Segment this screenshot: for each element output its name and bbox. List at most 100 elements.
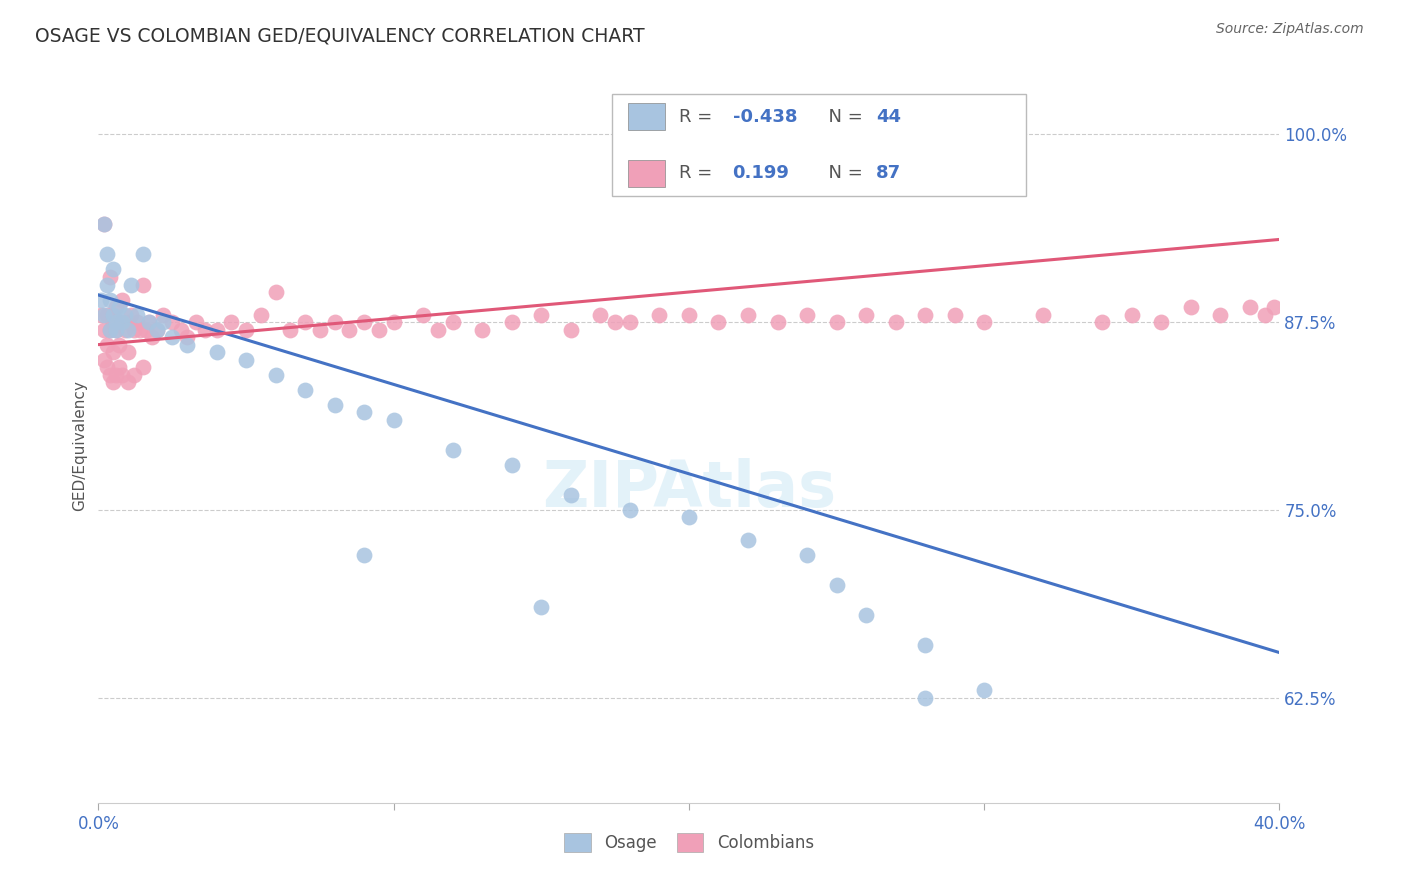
- Point: [138, 315, 160, 329]
- Point: [619, 315, 641, 329]
- Point: [120, 308, 142, 322]
- Point: [117, 345, 139, 359]
- Point: [1263, 300, 1285, 314]
- Point: [353, 405, 375, 419]
- Point: [98, 322, 121, 336]
- Point: [108, 337, 131, 351]
- Point: [471, 322, 494, 336]
- Point: [1032, 308, 1054, 322]
- Point: [162, 330, 183, 344]
- Text: 44: 44: [876, 108, 901, 126]
- Point: [152, 308, 174, 322]
- Point: [122, 322, 145, 336]
- Text: 87: 87: [876, 164, 901, 182]
- Point: [1091, 315, 1114, 329]
- Point: [98, 270, 121, 285]
- Point: [648, 308, 671, 322]
- Point: [111, 293, 134, 307]
- Point: [128, 322, 150, 336]
- Point: [105, 315, 128, 329]
- Point: [103, 315, 125, 329]
- Point: [103, 308, 125, 322]
- Point: [152, 315, 174, 329]
- Point: [855, 607, 877, 622]
- Point: [825, 578, 848, 592]
- Point: [678, 510, 700, 524]
- Point: [796, 548, 818, 562]
- Point: [184, 315, 207, 329]
- Point: [560, 488, 582, 502]
- Text: R =: R =: [679, 164, 718, 182]
- Point: [619, 503, 641, 517]
- Point: [114, 322, 136, 336]
- Point: [766, 315, 789, 329]
- Point: [1254, 308, 1277, 322]
- Point: [98, 293, 121, 307]
- Point: [353, 315, 375, 329]
- Point: [162, 315, 183, 329]
- Point: [122, 368, 145, 382]
- Point: [93, 322, 115, 336]
- Point: [323, 398, 346, 412]
- Point: [427, 322, 450, 336]
- Point: [111, 368, 134, 382]
- Point: [96, 247, 118, 261]
- Point: [605, 315, 627, 329]
- Point: [382, 315, 405, 329]
- Point: [93, 218, 115, 232]
- Point: [235, 352, 257, 367]
- Text: N =: N =: [817, 108, 869, 126]
- Point: [98, 322, 121, 336]
- Point: [973, 683, 995, 698]
- Point: [105, 368, 128, 382]
- Point: [353, 548, 375, 562]
- Point: [707, 315, 730, 329]
- Text: R =: R =: [679, 108, 718, 126]
- Text: Source: ZipAtlas.com: Source: ZipAtlas.com: [1216, 22, 1364, 37]
- Point: [141, 330, 163, 344]
- Point: [103, 262, 125, 277]
- Point: [103, 375, 125, 389]
- Point: [108, 300, 131, 314]
- Point: [132, 360, 155, 375]
- Point: [914, 308, 936, 322]
- Point: [93, 308, 115, 322]
- Point: [93, 352, 115, 367]
- Point: [339, 322, 361, 336]
- Point: [1180, 300, 1202, 314]
- Point: [368, 322, 391, 336]
- Point: [294, 315, 316, 329]
- Point: [530, 600, 553, 615]
- Point: [105, 322, 128, 336]
- Point: [105, 322, 128, 336]
- Text: ZIPAtlas: ZIPAtlas: [541, 458, 837, 520]
- Point: [221, 315, 243, 329]
- Point: [825, 315, 848, 329]
- Point: [560, 322, 582, 336]
- Point: [501, 315, 523, 329]
- Point: [884, 315, 907, 329]
- Point: [170, 322, 193, 336]
- Point: [132, 247, 155, 261]
- Point: [914, 690, 936, 705]
- Point: [111, 315, 134, 329]
- Point: [943, 308, 966, 322]
- Point: [530, 308, 553, 322]
- Point: [737, 308, 759, 322]
- Point: [108, 360, 131, 375]
- Point: [1150, 315, 1173, 329]
- Point: [737, 533, 759, 547]
- Point: [176, 337, 198, 351]
- Point: [412, 308, 434, 322]
- Point: [111, 315, 134, 329]
- Point: [125, 308, 148, 322]
- Point: [589, 308, 612, 322]
- Point: [678, 308, 700, 322]
- Point: [441, 442, 464, 457]
- Text: OSAGE VS COLOMBIAN GED/EQUIVALENCY CORRELATION CHART: OSAGE VS COLOMBIAN GED/EQUIVALENCY CORRE…: [35, 27, 645, 45]
- Text: -0.438: -0.438: [733, 108, 797, 126]
- Point: [501, 458, 523, 472]
- Point: [250, 308, 273, 322]
- Point: [796, 308, 818, 322]
- Text: N =: N =: [817, 164, 869, 182]
